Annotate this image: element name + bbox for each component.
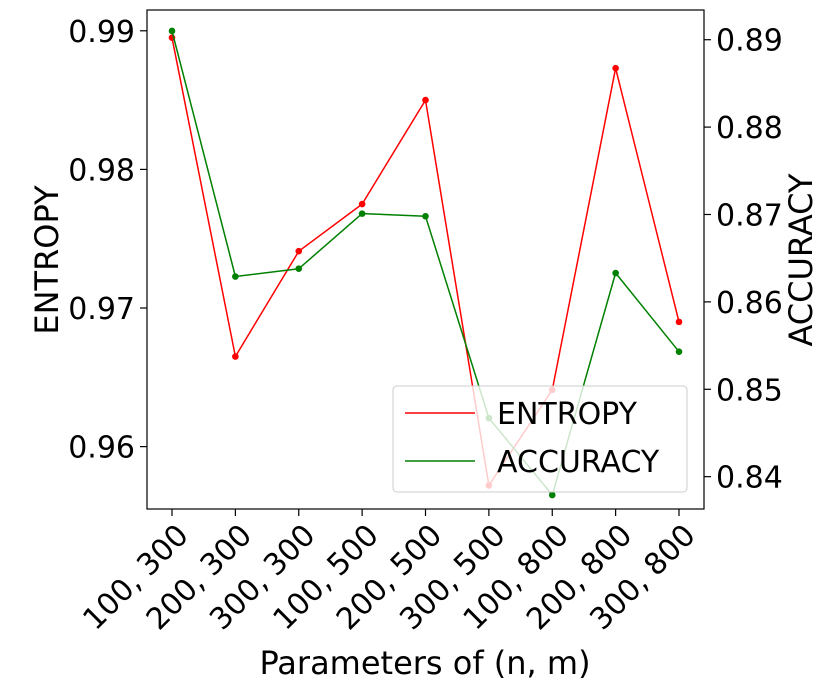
data-point-accuracy <box>612 269 619 277</box>
data-point-accuracy <box>168 27 176 35</box>
left-axis: 0.96 0.97 0.98 0.99 <box>68 15 147 466</box>
y-right-tick-label: 0.87 <box>716 198 783 233</box>
y-left-tick-label: 0.96 <box>68 431 135 466</box>
x-axis-label: Parameters of (n, m) <box>259 644 590 682</box>
y-left-tick-label: 0.97 <box>68 292 135 327</box>
data-point-entropy <box>612 64 619 72</box>
y-right-tick-label: 0.85 <box>716 373 783 408</box>
data-point-accuracy <box>232 273 239 280</box>
data-point-entropy <box>232 353 239 360</box>
data-point-entropy <box>675 318 683 326</box>
data-point-entropy <box>422 96 429 104</box>
data-point-accuracy <box>358 210 366 217</box>
legend-label-entropy: ENTROPY <box>497 397 638 432</box>
y-right-tick-label: 0.84 <box>716 461 783 496</box>
data-point-accuracy <box>295 265 303 272</box>
right-axis: 0.84 0.85 0.86 0.87 0.88 0.89 <box>704 24 783 496</box>
legend: ENTROPY ACCURACY <box>392 385 688 493</box>
y-right-label: ACCURACY <box>782 173 820 346</box>
data-point-entropy <box>358 200 366 208</box>
y-left-tick-label: 0.99 <box>68 15 135 50</box>
y-right-tick-label: 0.89 <box>716 24 783 59</box>
data-point-accuracy <box>422 212 429 220</box>
data-point-accuracy <box>675 348 683 355</box>
legend-label-accuracy: ACCURACY <box>497 445 660 480</box>
y-left-tick-label: 0.98 <box>68 153 135 188</box>
data-point-accuracy <box>548 491 556 499</box>
y-left-label: ENTROPY <box>28 185 66 335</box>
y-right-tick-label: 0.86 <box>716 286 783 321</box>
y-right-tick-label: 0.88 <box>716 111 783 146</box>
data-point-entropy <box>295 247 303 255</box>
